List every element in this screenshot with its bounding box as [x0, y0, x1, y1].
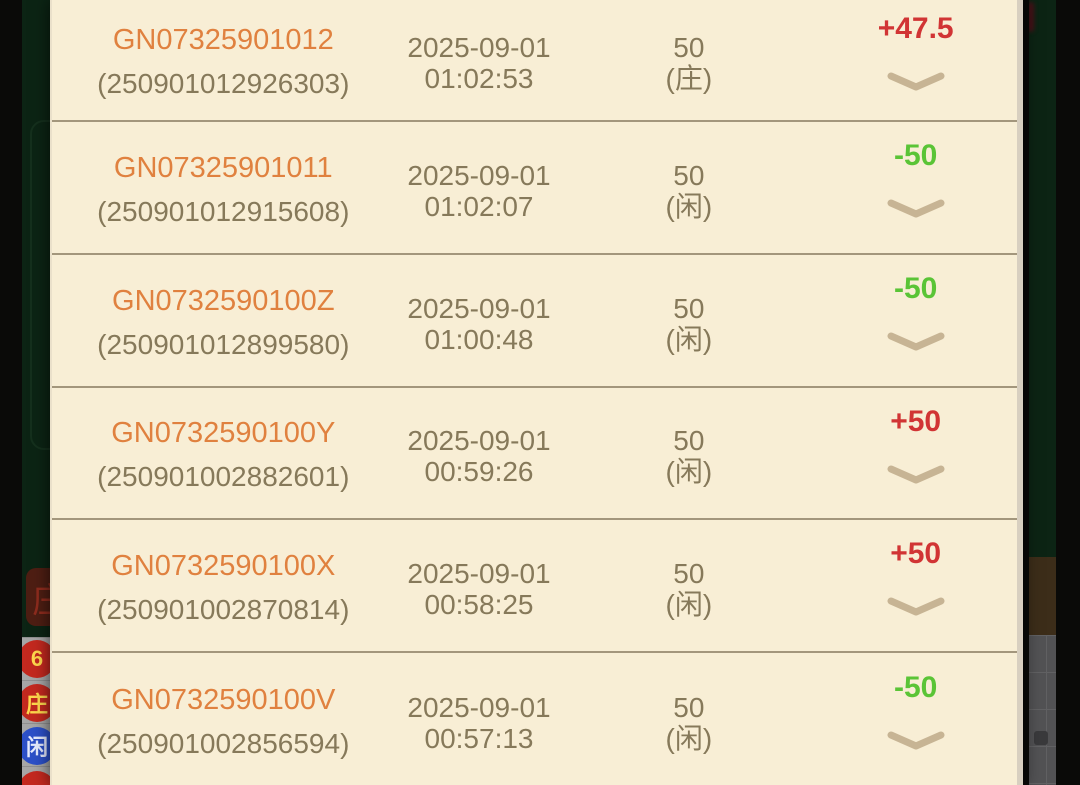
game-number: GN0732590100V [111, 683, 336, 716]
chevron-down-icon[interactable] [887, 72, 945, 97]
game-number: GN0732590100X [111, 549, 336, 582]
bet-history-list: GN07325901012 (250901012926303) 2025-09-… [52, 0, 1017, 785]
bet-zone-outline [30, 120, 52, 450]
result-cell: -50 [814, 272, 1017, 369]
datetime-cell: 2025-09-01 01:00:48 [395, 287, 564, 355]
grid-line [1046, 635, 1047, 785]
amount-cell: 50 (闲) [563, 552, 814, 620]
bet-side: (闲) [665, 722, 713, 754]
game-number: GN0732590100Y [111, 417, 336, 449]
banker-bet-area[interactable]: 庄 [26, 568, 52, 626]
table-rail [1029, 557, 1056, 635]
serial-number: (250901002882601) [97, 461, 350, 492]
serial-number: (250901012899580) [97, 328, 350, 360]
datetime-cell: 2025-09-01 01:02:07 [395, 154, 564, 222]
bet-history-panel: GN07325901012 (250901012926303) 2025-09-… [50, 0, 1023, 785]
bet-time: 00:59:26 [424, 456, 534, 487]
bet-side: (闲) [665, 456, 713, 487]
bet-date: 2025-09-01 [407, 557, 551, 589]
chevron-down-icon[interactable] [887, 199, 945, 224]
bet-time: 01:02:07 [424, 190, 534, 222]
bead-6: 6 [22, 640, 52, 678]
serial-number: (250901012926303) [97, 68, 350, 99]
bead-庄: 庄 [22, 683, 52, 722]
win-loss-value: -50 [893, 272, 938, 305]
win-loss-value: +47.5 [877, 11, 954, 45]
bet-date: 2025-09-01 [407, 425, 551, 456]
bead-road-scoreboard: 6 庄闲 [22, 637, 52, 785]
win-loss-value: -50 [893, 671, 938, 704]
bet-side: (闲) [665, 190, 713, 222]
serial-number: (250901002856594) [97, 727, 350, 759]
game-number: GN07325901012 [112, 24, 334, 56]
amount-cell: 50 (闲) [563, 154, 814, 222]
result-cell: +47.5 [814, 12, 1017, 109]
datetime-cell: 2025-09-01 00:59:26 [395, 419, 564, 487]
amount-cell: 50 (闲) [563, 287, 814, 355]
red-marker [1029, 2, 1034, 32]
game-number: GN0732590100Z [112, 284, 335, 317]
bet-time: 01:00:48 [424, 323, 534, 355]
bet-time: 01:02:53 [424, 63, 534, 94]
game-id-cell: GN07325901012 (250901012926303) [52, 14, 395, 106]
scoreboard-corner-icon [1034, 731, 1048, 745]
game-id-cell: GN0732590100X (250901002870814) [52, 540, 395, 632]
win-loss-value: +50 [890, 404, 942, 438]
chevron-down-icon[interactable] [887, 731, 945, 756]
datetime-cell: 2025-09-01 01:02:53 [395, 26, 564, 94]
bet-history-row[interactable]: GN07325901012 (250901012926303) 2025-09-… [52, 0, 1017, 122]
bet-time: 00:58:25 [424, 588, 534, 620]
result-cell: -50 [814, 671, 1017, 768]
serial-number: (250901012915608) [97, 195, 350, 227]
game-id-cell: GN0732590100Y (250901002882601) [52, 407, 395, 499]
bet-history-row[interactable]: GN0732590100Y (250901002882601) 2025-09-… [52, 388, 1017, 520]
bet-amount: 50 [673, 557, 705, 589]
game-id-cell: GN0732590100Z (250901012899580) [52, 275, 395, 367]
game-table-right-edge [1029, 0, 1056, 785]
bet-history-row[interactable]: GN0732590100X (250901002870814) 2025-09-… [52, 520, 1017, 653]
amount-cell: 50 (闲) [563, 419, 814, 487]
win-loss-value: +50 [890, 537, 942, 570]
bet-date: 2025-09-01 [407, 32, 551, 63]
bead-闲: 闲 [22, 727, 52, 765]
bet-date: 2025-09-01 [407, 691, 551, 723]
bet-side: (庄) [665, 63, 713, 94]
bet-amount: 50 [673, 292, 705, 324]
bet-history-row[interactable]: GN0732590100V (250901002856594) 2025-09-… [52, 653, 1017, 785]
chevron-down-icon[interactable] [887, 597, 945, 622]
amount-cell: 50 (闲) [563, 686, 814, 754]
bet-date: 2025-09-01 [407, 292, 551, 324]
chevron-down-icon[interactable] [887, 332, 945, 357]
bet-history-row[interactable]: GN0732590100Z (250901012899580) 2025-09-… [52, 255, 1017, 388]
datetime-cell: 2025-09-01 00:57:13 [395, 686, 564, 754]
result-cell: +50 [814, 405, 1017, 502]
bead-red [22, 770, 52, 785]
bet-date: 2025-09-01 [407, 159, 551, 191]
game-number: GN07325901011 [113, 151, 333, 184]
bet-amount: 50 [673, 32, 705, 63]
datetime-cell: 2025-09-01 00:58:25 [395, 552, 564, 620]
game-id-cell: GN07325901011 (250901012915608) [52, 142, 395, 234]
game-id-cell: GN0732590100V (250901002856594) [52, 674, 395, 766]
bet-time: 00:57:13 [424, 722, 534, 754]
chevron-down-icon[interactable] [887, 465, 945, 490]
result-cell: +50 [814, 537, 1017, 634]
scoreboard-grid [1029, 635, 1056, 785]
bet-side: (闲) [665, 323, 713, 355]
bet-side: (闲) [665, 588, 713, 620]
win-loss-value: -50 [893, 139, 938, 172]
result-cell: -50 [814, 139, 1017, 236]
bet-amount: 50 [673, 159, 705, 191]
bet-amount: 50 [673, 691, 705, 723]
amount-cell: 50 (庄) [563, 26, 814, 94]
serial-number: (250901002870814) [97, 593, 350, 625]
bet-history-row[interactable]: GN07325901011 (250901012915608) 2025-09-… [52, 122, 1017, 255]
bet-amount: 50 [673, 425, 705, 456]
